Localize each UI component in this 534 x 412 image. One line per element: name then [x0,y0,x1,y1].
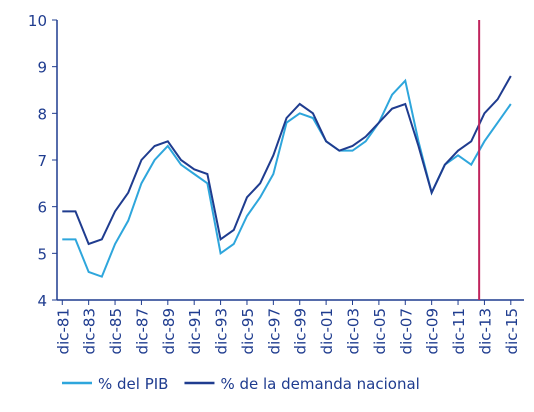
x-tick-label: dic-89 [160,308,178,354]
x-tick-label: dic-13 [476,308,494,354]
x-tick-label: dic-97 [265,308,283,354]
x-tick-label: dic-15 [503,308,521,354]
x-tick-label: dic-85 [107,308,125,354]
x-tick-label: dic-11 [450,308,468,354]
legend-label: % del PIB [98,375,168,393]
x-tick-label: dic-01 [318,308,336,354]
legend-label: % de la demanda nacional [220,375,419,393]
y-tick-label: 7 [37,152,47,170]
x-tick-label: dic-91 [186,308,204,354]
x-tick-label: dic-03 [345,308,363,354]
x-tick-label: dic-93 [213,308,231,354]
y-tick-label: 6 [37,199,47,217]
x-tick-label: dic-83 [81,308,99,354]
x-tick-label: dic-09 [424,308,442,354]
x-tick-label: dic-81 [54,308,72,354]
y-tick-label: 9 [37,59,47,77]
y-tick-label: 10 [28,12,47,30]
y-tick-label: 8 [37,105,47,123]
series-line [62,75,512,246]
y-tick-label: 5 [37,245,47,263]
x-tick-label: dic-99 [292,308,310,354]
x-tick-label: dic-95 [239,308,257,354]
y-tick-label: 4 [37,292,47,310]
x-tick-label: dic-87 [133,308,151,354]
series-line [62,78,512,278]
x-tick-label: dic-07 [397,308,415,354]
x-tick-label: dic-05 [371,308,389,354]
